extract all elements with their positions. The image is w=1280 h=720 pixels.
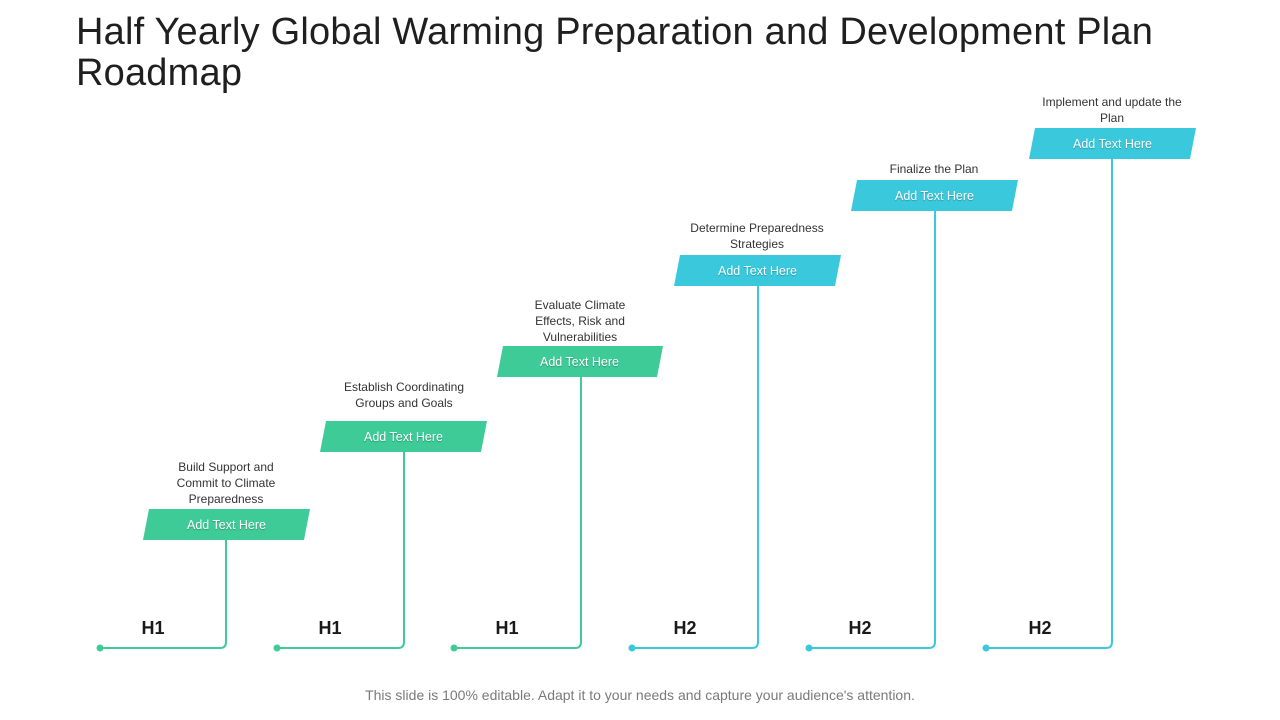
step-3-start-dot [450,644,458,652]
step-3-connector [454,377,582,649]
step-4 [628,255,841,652]
step-5-box-label: Add Text Here [895,189,974,203]
step-4-half-label: H2 [673,618,697,638]
step-5-half-label: H2 [848,618,872,638]
step-6-box-label: Add Text Here [1073,137,1152,151]
step-1-start-dot [96,644,104,652]
step-3-half-label: H1 [495,618,519,638]
slide-title: Half Yearly Global Warming Preparation a… [76,11,1154,94]
step-2-box-label: Add Text Here [364,430,443,444]
step-1-connector [100,540,227,649]
step-2-start-dot [273,644,281,652]
step-1-box[interactable] [143,509,310,540]
step-5-start-dot [805,644,813,652]
step-4-box-label: Add Text Here [718,264,797,278]
step-1-half-label: H1 [141,618,165,638]
step-1 [96,509,310,652]
step-6-half-label: H2 [1028,618,1052,638]
step-6-box[interactable] [1029,128,1196,159]
step-3 [450,346,663,652]
step-4-box[interactable] [674,255,841,286]
step-2-half-label: H1 [318,618,342,638]
step-3-caption: Evaluate Climate Effects, Risk and Vulne… [534,298,626,344]
step-5-box[interactable] [851,180,1018,211]
step-2-caption: Establish Coordinating Groups and Goals [343,380,465,410]
step-2-box[interactable] [320,421,487,452]
step-2 [273,421,487,652]
step-2-connector [277,452,405,649]
step-6-caption: Implement and update the Plan [1042,95,1182,125]
step-6-start-dot [982,644,990,652]
step-5-caption: Finalize the Plan [889,162,979,176]
step-4-caption: Determine Preparedness Strategies [690,221,824,251]
step-4-connector [632,286,759,649]
step-5 [805,180,1018,652]
step-4-start-dot [628,644,636,652]
step-3-box-label: Add Text Here [540,355,619,369]
step-6-connector [986,159,1113,649]
footer-note: This slide is 100% editable. Adapt it to… [365,687,915,703]
step-1-caption: Build Support and Commit to Climate Prep… [176,460,276,506]
step-3-box[interactable] [497,346,663,377]
step-1-box-label: Add Text Here [187,518,266,532]
step-5-connector [809,211,936,649]
step-6 [982,128,1196,652]
